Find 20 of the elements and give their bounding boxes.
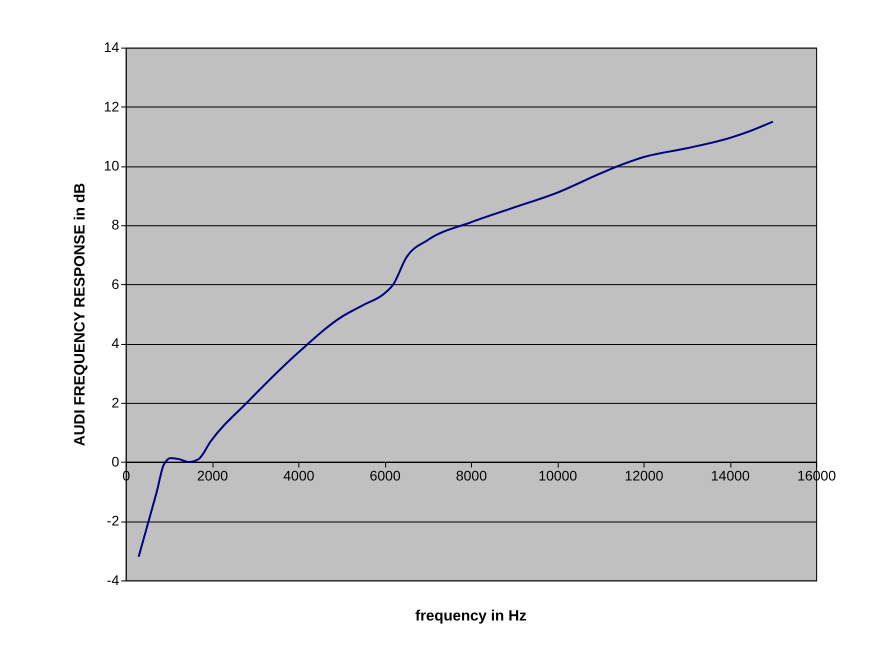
x-tick-label: 10000 — [538, 467, 578, 484]
y-axis-title: AUDI FREQUENCY RESPONSE in dB — [72, 182, 89, 446]
y-tick-label: 4 — [111, 335, 120, 352]
y-tick-label: -2 — [106, 512, 120, 529]
line-series — [138, 120, 774, 558]
y-tick-label: 8 — [111, 216, 120, 233]
y-tick-label: 12 — [104, 98, 120, 114]
x-axis-title: frequency in Hz — [415, 607, 527, 624]
x-tick-label: 2000 — [196, 467, 228, 484]
y-tick-label: -4 — [106, 572, 120, 588]
y-tick-label: 2 — [111, 394, 120, 410]
x-tick-label: 8000 — [456, 467, 488, 484]
y-tick-label: 0 — [111, 454, 120, 470]
y-tick-label: 14 — [104, 39, 120, 56]
x-tick-label: 12000 — [624, 467, 664, 484]
y-tick-label: 10 — [104, 158, 120, 174]
x-tick-label: 4000 — [283, 467, 315, 484]
x-tick-label: 14000 — [710, 467, 750, 484]
x-tick-label: 6000 — [370, 467, 401, 484]
y-tick-label: 6 — [111, 276, 120, 292]
